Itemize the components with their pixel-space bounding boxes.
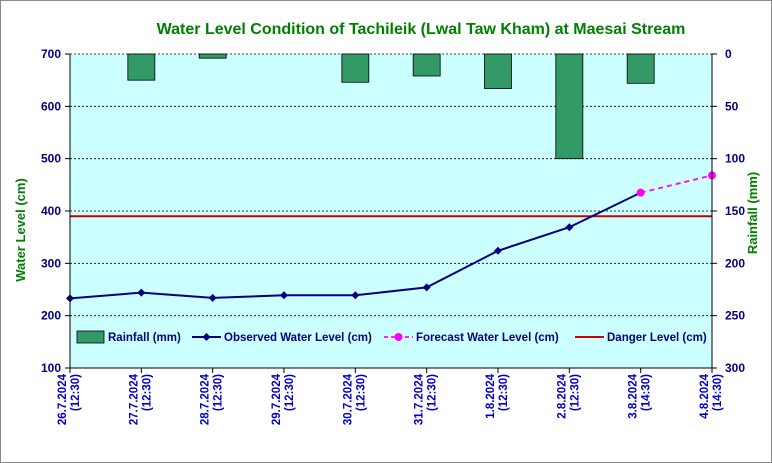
gridlines bbox=[70, 53, 712, 317]
x-tick-label: 29.7.2024(12:30) bbox=[271, 373, 296, 425]
x-tick-label: 26.7.2024(12:30) bbox=[57, 373, 82, 425]
y-tick-label-left: 700 bbox=[41, 47, 61, 61]
x-tick-label: 3.8.2024(14:30) bbox=[628, 373, 653, 418]
rainfall-bars bbox=[127, 53, 655, 160]
rainfall-bar bbox=[198, 53, 227, 59]
legend-label-rainfall: Rainfall (mm) bbox=[108, 332, 181, 344]
legend: Rainfall (mm) Observed Water Level (cm) Fo… bbox=[76, 330, 707, 344]
y-tick-label-left: 100 bbox=[41, 361, 61, 375]
x-tick-label: 1.8.2024(12:30) bbox=[485, 373, 510, 418]
y-tick-label-left: 500 bbox=[41, 152, 61, 166]
y-tick-label-right: 50 bbox=[725, 99, 739, 113]
x-tick-label: 30.7.2024(12:30) bbox=[342, 373, 367, 425]
forecast-water-level-line bbox=[640, 174, 713, 194]
legend-marker-forecast bbox=[394, 333, 403, 341]
chart-title: Water Level Condition of Tachileik (Lwal… bbox=[157, 21, 686, 38]
rainfall-bar bbox=[626, 53, 655, 84]
y-tick-label-right: 300 bbox=[725, 361, 745, 375]
legend-label-observed: Observed Water Level (cm) bbox=[224, 332, 372, 344]
y-tick-label-right: 200 bbox=[725, 256, 745, 270]
y-tick-label-left: 200 bbox=[41, 309, 61, 323]
rainfall-bar bbox=[341, 53, 370, 83]
y-tick-label-left: 600 bbox=[41, 99, 61, 113]
observed-point bbox=[422, 283, 431, 292]
x-tick-label: 31.7.2024(12:30) bbox=[414, 373, 439, 425]
y-axis-label-right: Rainfall (mm) bbox=[745, 172, 760, 254]
legend-label-danger: Danger Level (cm) bbox=[607, 332, 707, 344]
legend-swatch-rainfall bbox=[76, 330, 105, 344]
y-axis-label-left: Water Level (cm) bbox=[13, 178, 28, 282]
x-tick-label: 28.7.2024(12:30) bbox=[200, 373, 225, 425]
x-tick-label: 27.7.2024(12:30) bbox=[128, 373, 153, 425]
forecast-point bbox=[636, 188, 645, 197]
observed-point bbox=[280, 291, 288, 300]
y-tick-label-right: 0 bbox=[725, 47, 732, 61]
rainfall-bar bbox=[127, 53, 156, 81]
y-tick-label-left: 400 bbox=[41, 204, 61, 218]
observed-point bbox=[208, 293, 217, 302]
observed-point bbox=[565, 223, 574, 232]
legend-marker-observed bbox=[202, 333, 211, 341]
rainfall-bar bbox=[555, 53, 584, 160]
y-tick-label-right: 250 bbox=[725, 309, 745, 323]
rainfall-bar bbox=[484, 53, 512, 89]
x-tick-label: 4.8.2024(14:30) bbox=[699, 373, 724, 418]
axes: 100 200 300 400 500 600 700 0 50 100 150 200 250 300 2… bbox=[41, 47, 745, 425]
y-tick-label-right: 100 bbox=[725, 152, 745, 166]
observed-point bbox=[351, 291, 360, 300]
observed-point bbox=[137, 288, 146, 297]
y-tick-label-right: 150 bbox=[725, 204, 745, 218]
rainfall-bar bbox=[412, 53, 441, 77]
y-tick-label-left: 300 bbox=[41, 256, 61, 270]
observed-point bbox=[494, 246, 502, 255]
legend-label-forecast: Forecast Water Level (cm) bbox=[416, 332, 559, 344]
x-tick-label: 2.8.2024(12:30) bbox=[556, 373, 581, 418]
